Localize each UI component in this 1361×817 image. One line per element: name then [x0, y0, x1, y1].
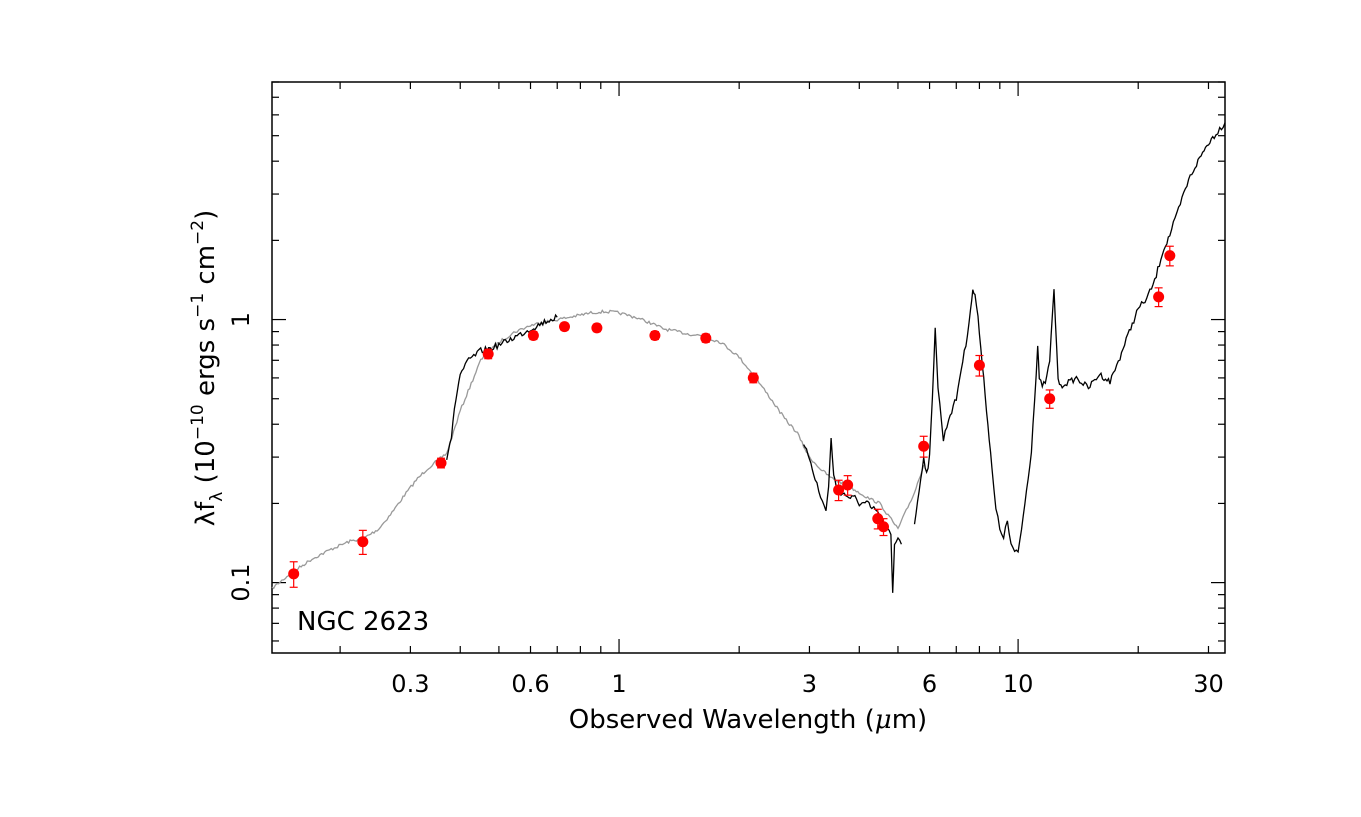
data-point — [288, 568, 300, 580]
x-tick-label: 10 — [1003, 670, 1034, 698]
data-point — [833, 484, 845, 496]
photometry-points — [288, 245, 1176, 588]
data-point — [558, 321, 570, 333]
spectrum-lines — [271, 122, 1226, 593]
x-tick-label: 6 — [922, 670, 937, 698]
y-axis-label: λfλ (10−10 ergs s−1 cm−2) — [188, 210, 227, 527]
data-point — [482, 348, 494, 360]
object-label: NGC 2623 — [297, 607, 429, 637]
x-tick-label: 3 — [802, 670, 817, 698]
data-point — [973, 359, 985, 371]
data-point — [1044, 393, 1056, 405]
data-point — [700, 332, 712, 344]
data-point — [872, 513, 884, 525]
data-point — [918, 440, 930, 452]
x-tick-label: 0.3 — [391, 670, 429, 698]
model-curve — [271, 309, 925, 590]
observed-spectrum — [803, 437, 902, 593]
axis-ticks — [272, 81, 1225, 653]
data-point — [747, 372, 759, 384]
x-tick-label: 0.6 — [511, 670, 549, 698]
axis-tick-labels: 0.3 0.6 1 3 6 10 30 0.1 1 — [227, 312, 1224, 698]
data-point — [842, 479, 854, 491]
observed-spectrum — [446, 313, 558, 461]
observed-spectrum — [913, 122, 1226, 554]
data-point — [435, 457, 447, 469]
x-tick-label: 1 — [611, 670, 626, 698]
y-tick-label: 0.1 — [227, 564, 255, 602]
data-point — [878, 521, 890, 533]
plot-frame — [271, 81, 1226, 654]
data-point — [649, 329, 661, 341]
data-point — [1164, 250, 1176, 262]
data-point — [357, 536, 369, 548]
x-axis-label: Observed Wavelength (μm) — [569, 705, 927, 735]
data-point — [527, 329, 539, 341]
data-point — [1153, 291, 1165, 303]
data-point — [591, 322, 603, 334]
x-tick-label: 30 — [1193, 670, 1224, 698]
y-tick-label: 1 — [227, 312, 255, 327]
